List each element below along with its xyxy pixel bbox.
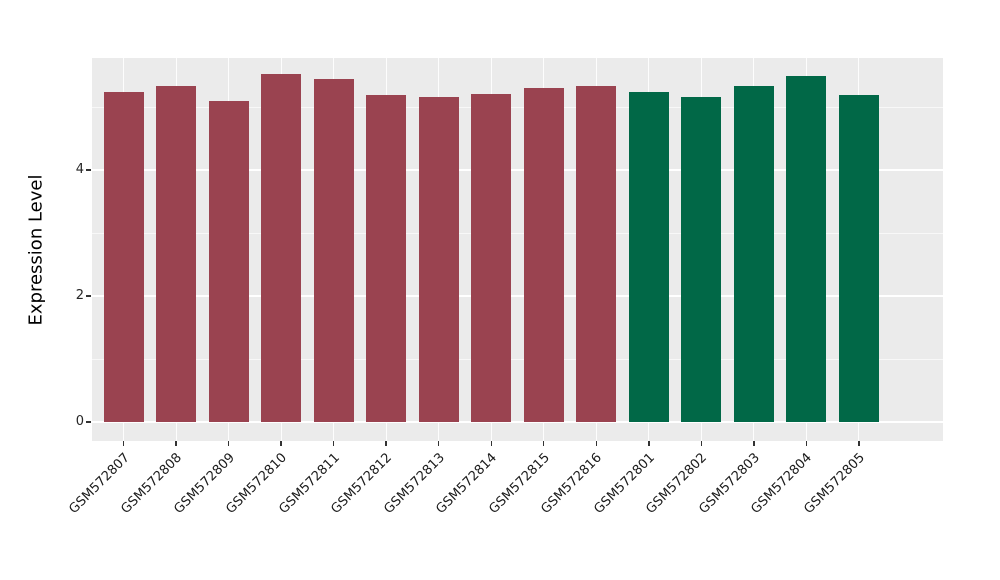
bar-GSM572804 — [786, 76, 827, 422]
gridline-major-y0 — [92, 421, 943, 423]
bar-GSM572816 — [576, 86, 617, 422]
gridline-minor-y5 — [92, 107, 943, 108]
x-tick-mark — [490, 441, 492, 446]
gridline-major-y4 — [92, 169, 943, 171]
x-tick-mark — [438, 441, 440, 446]
y-tick-mark — [86, 295, 91, 297]
y-axis-title-text: Expression Level — [25, 174, 47, 326]
gridline-minor-y3 — [92, 233, 943, 234]
x-tick-mark — [805, 441, 808, 446]
x-tick-mark — [175, 441, 177, 446]
bar-GSM572814 — [471, 93, 512, 422]
bar-GSM572807 — [103, 91, 144, 422]
bar-GSM572808 — [156, 86, 197, 422]
x-tick-label-GSM572805: GSM572805 — [801, 450, 868, 517]
bar-GSM572815 — [523, 88, 564, 422]
bar-GSM572811 — [313, 79, 354, 422]
y-tick-label: 2 — [75, 288, 84, 303]
bar-GSM572812 — [366, 95, 407, 422]
bar-GSM572809 — [208, 100, 249, 422]
x-tick-mark — [595, 441, 597, 446]
bar-GSM572801 — [628, 91, 669, 422]
x-tick-mark — [543, 441, 545, 446]
x-tick-mark — [700, 441, 703, 446]
x-tick-mark — [227, 441, 230, 446]
x-tick-mark — [280, 441, 282, 446]
y-tick-label: 4 — [75, 162, 84, 177]
gridline-minor-y1 — [92, 359, 943, 360]
x-tick-mark — [858, 441, 860, 446]
bar-GSM572813 — [418, 96, 459, 422]
bar-GSM572805 — [838, 95, 879, 422]
bar-GSM572810 — [261, 74, 302, 422]
y-tick-label: 0 — [75, 414, 84, 429]
bar-GSM572802 — [681, 96, 722, 422]
y-tick-mark — [86, 421, 91, 423]
x-tick-mark — [753, 441, 755, 446]
y-tick-mark — [86, 169, 91, 171]
gridline-major-y2 — [92, 295, 943, 297]
x-tick-mark — [648, 441, 650, 446]
x-tick-mark — [122, 441, 125, 446]
x-tick-mark — [385, 441, 387, 446]
bar-GSM572803 — [733, 86, 774, 422]
plot-panel — [92, 58, 943, 441]
x-tick-mark — [332, 441, 335, 446]
